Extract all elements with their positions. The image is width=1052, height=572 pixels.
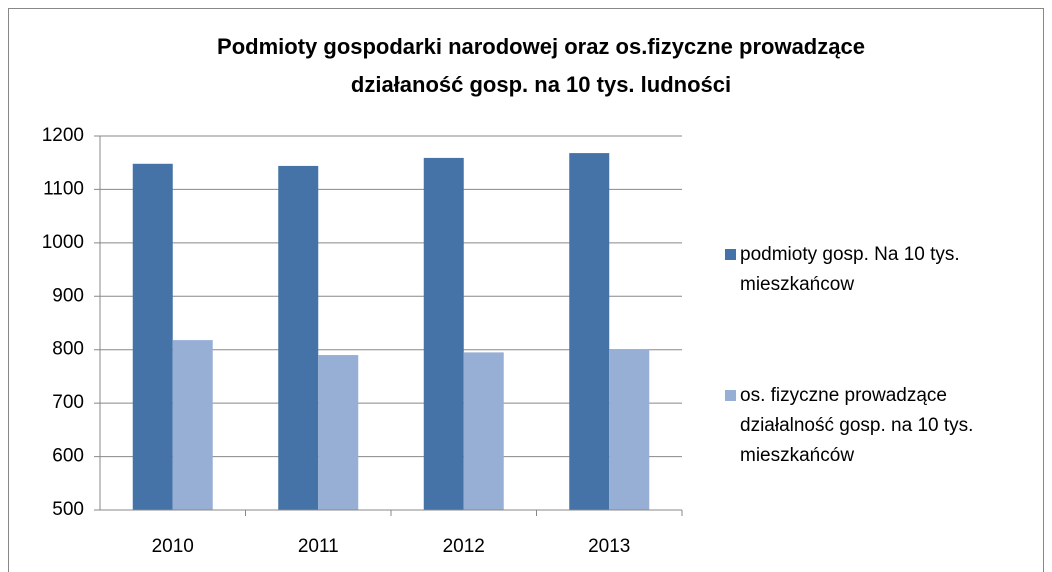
- bar: [278, 165, 319, 511]
- legend-label: os. fizyczne prowadzące działalność gosp…: [740, 385, 974, 466]
- legend-swatch: [725, 390, 736, 401]
- y-tick-label: 700: [52, 392, 84, 413]
- bar: [172, 340, 213, 510]
- y-tick-label: 1000: [42, 232, 84, 253]
- bar: [569, 153, 610, 510]
- y-tick-label: 500: [52, 499, 84, 520]
- y-tick-label: 1200: [42, 125, 84, 146]
- x-tick-label: 2012: [443, 536, 485, 557]
- legend-swatch: [725, 249, 736, 260]
- bar: [132, 163, 173, 511]
- y-tick-label: 1100: [43, 178, 84, 199]
- x-tick-label: 2013: [588, 536, 630, 557]
- bar: [463, 352, 504, 510]
- legend-entry: os. fizyczne prowadzące działalność gosp…: [740, 385, 974, 466]
- chart-title: Podmioty gospodarki narodowej oraz os.fi…: [217, 34, 865, 59]
- x-tick-label: 2010: [152, 536, 194, 557]
- bar: [318, 355, 359, 510]
- legend-entry: podmioty gosp. Na 10 tys. mieszkańcow: [740, 244, 960, 295]
- y-tick-label: 900: [52, 285, 84, 306]
- legend-label: podmioty gosp. Na 10 tys. mieszkańcow: [740, 244, 960, 295]
- y-tick-label: 600: [52, 446, 84, 467]
- chart-title: działaność gosp. na 10 tys. ludności: [351, 72, 731, 97]
- bar: [423, 157, 464, 511]
- x-tick-label: 2011: [298, 536, 339, 557]
- bar: [609, 349, 650, 510]
- y-tick-label: 800: [52, 339, 84, 360]
